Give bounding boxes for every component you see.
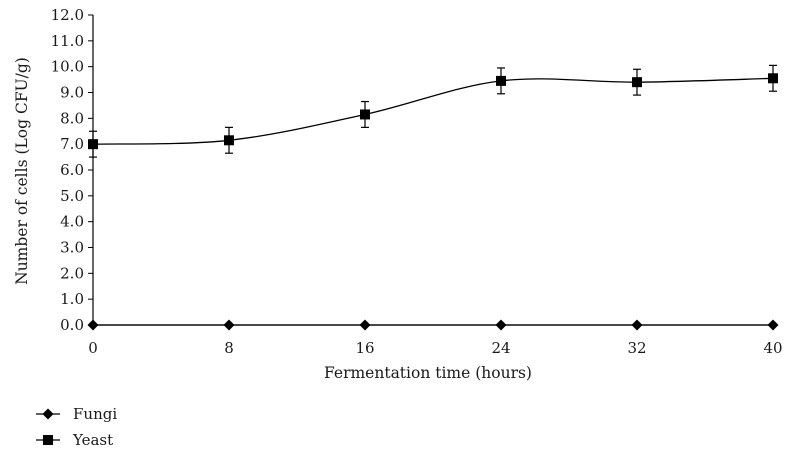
x-axis-label: Fermentation time (hours) [324,364,532,382]
y-tick-label: 6.0 [60,161,84,179]
series-fungi [88,320,779,331]
x-tick-label: 8 [224,339,234,357]
y-tick-label: 3.0 [60,239,84,257]
legend-item-yeast: Yeast [36,431,113,449]
data-point-fungi [360,320,371,331]
y-tick-label: 4.0 [60,213,84,231]
y-axis-ticks: 0.0 1.0 2.0 3.0 4.0 5.0 6.0 7.0 8.0 9.0 10.0 11.0 12… [51,6,93,334]
x-tick-label: 0 [88,339,98,357]
x-tick-label: 40 [763,339,782,357]
x-tick-label: 24 [491,339,510,357]
data-point-fungi [632,320,643,331]
data-point-yeast [496,76,506,86]
series-layer [88,65,779,330]
x-tick-label: 16 [355,339,374,357]
y-tick-label: 11.0 [51,32,84,50]
y-tick-label: 1.0 [60,290,84,308]
y-tick-label: 7.0 [60,135,84,153]
legend-marker-yeast [43,435,53,445]
data-point-yeast [360,109,370,119]
y-tick-label: 10.0 [51,58,84,76]
y-tick-label: 9.0 [60,84,84,102]
y-tick-label: 12.0 [51,6,84,24]
legend-label-yeast: Yeast [72,431,113,449]
data-point-yeast [768,73,778,83]
data-point-yeast [224,135,234,145]
legend: Fungi Yeast [36,405,117,449]
y-axis-label: Number of cells (Log CFU/g) [13,57,31,285]
data-point-fungi [88,320,99,331]
data-point-yeast [632,77,642,87]
data-point-yeast [88,139,98,149]
series-line-yeast [93,78,773,144]
x-axis-ticks: 0 8 16 24 32 40 [88,325,782,357]
y-tick-label: 8.0 [60,109,84,127]
y-tick-label: 0.0 [60,316,84,334]
data-point-fungi [768,320,779,331]
legend-label-fungi: Fungi [73,405,117,423]
series-yeast [88,65,778,157]
legend-item-fungi: Fungi [36,405,117,423]
x-tick-label: 32 [627,339,646,357]
y-tick-label: 2.0 [60,264,84,282]
y-tick-label: 5.0 [60,187,84,205]
data-point-fungi [496,320,507,331]
axes [93,15,773,325]
legend-marker-fungi [43,409,54,420]
data-point-fungi [224,320,235,331]
